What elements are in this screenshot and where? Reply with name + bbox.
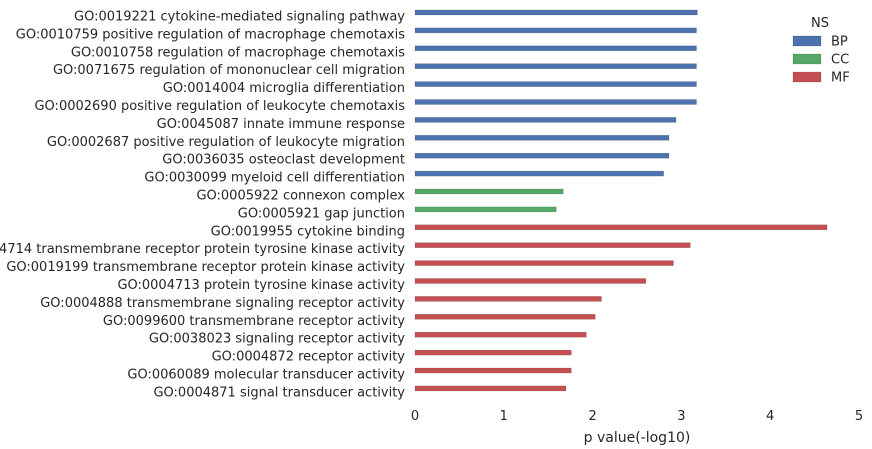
y-tick-label: GO:0004888 transmembrane signaling recep… bbox=[40, 296, 405, 311]
y-tick-label: GO:0010758 regulation of macrophage chem… bbox=[71, 45, 405, 60]
bar-mf bbox=[414, 331, 587, 338]
x-tick-label: 1 bbox=[500, 409, 508, 424]
x-tick-labels: 0 1 2 3 4 5 bbox=[411, 409, 863, 424]
y-tick-label: GO:0060089 molecular transducer activity bbox=[127, 368, 405, 383]
bar-mf bbox=[414, 224, 828, 231]
bar-bp bbox=[414, 99, 697, 105]
y-tick-label: GO:0010759 positive regulation of macrop… bbox=[16, 27, 405, 42]
x-tick-label: 2 bbox=[588, 409, 596, 424]
bar-mf bbox=[414, 314, 596, 320]
legend-label-bp: BP bbox=[831, 35, 848, 50]
bar-bp bbox=[414, 81, 697, 87]
y-tick-label: GO:0045087 innate immune response bbox=[157, 117, 405, 132]
bar-bp bbox=[414, 63, 697, 69]
x-tick-label: 5 bbox=[855, 409, 863, 424]
bar-cc bbox=[414, 206, 557, 213]
bar-bp bbox=[414, 9, 698, 16]
y-tick-label: GO:0004713 protein tyrosine kinase activ… bbox=[117, 278, 405, 293]
legend-swatch-cc bbox=[792, 53, 822, 65]
x-tick-label: 0 bbox=[411, 409, 419, 424]
bar-mf bbox=[414, 385, 567, 392]
y-tick-label: GO:0005921 gap junction bbox=[238, 206, 405, 221]
x-axis-label: p value(-log10) bbox=[584, 430, 691, 446]
bar-cc bbox=[414, 188, 564, 195]
legend-label-cc: CC bbox=[831, 53, 849, 68]
legend: NS BP CC MF bbox=[792, 16, 850, 86]
y-tick-label: GO:0004872 receptor activity bbox=[212, 350, 406, 365]
y-tick-label: GO:0071675 regulation of mononuclear cel… bbox=[53, 63, 405, 78]
y-tick-label: GO:0038023 signaling receptor activity bbox=[149, 332, 405, 347]
legend-swatch-mf bbox=[792, 71, 822, 83]
bar-bp bbox=[414, 117, 677, 123]
bar-mf bbox=[414, 260, 674, 266]
y-tick-label: GO:0014004 microglia differentiation bbox=[163, 81, 405, 96]
y-tick-label: GO:0019221 cytokine-mediated signaling p… bbox=[74, 10, 405, 25]
legend-title: NS bbox=[811, 16, 829, 31]
bar-bp bbox=[414, 27, 697, 34]
bar-mf bbox=[414, 367, 572, 374]
bar-mf bbox=[414, 278, 647, 284]
bar-mf bbox=[414, 242, 691, 248]
y-tick-label: GO:0019199 transmembrane receptor protei… bbox=[6, 260, 405, 275]
bar-mf bbox=[414, 296, 602, 302]
legend-label-mf: MF bbox=[831, 71, 850, 86]
y-tick-label: GO:0019955 cytokine binding bbox=[211, 224, 405, 239]
bar-bp bbox=[414, 45, 697, 52]
bar-bp bbox=[414, 170, 664, 177]
y-tick-labels: GO:0019221 cytokine-mediated signaling p… bbox=[0, 10, 405, 401]
legend-items: BP CC MF bbox=[792, 35, 850, 86]
legend-swatch-bp bbox=[792, 35, 822, 47]
bar-mf bbox=[414, 349, 572, 356]
y-tick-label: GO:0004714 transmembrane receptor protei… bbox=[0, 242, 405, 257]
bars-group bbox=[414, 9, 828, 392]
y-tick-label: GO:0002687 positive regulation of leukoc… bbox=[47, 135, 405, 150]
y-tick-label: GO:0036035 osteoclast development bbox=[162, 153, 405, 168]
x-tick-label: 4 bbox=[766, 409, 774, 424]
y-tick-label: GO:0002690 positive regulation of leukoc… bbox=[34, 99, 405, 114]
x-tick-label: 3 bbox=[677, 409, 685, 424]
bar-bp bbox=[414, 152, 670, 159]
y-tick-label: GO:0030099 myeloid cell differentiation bbox=[144, 171, 405, 186]
y-tick-label: GO:0099600 transmembrane receptor activi… bbox=[103, 314, 405, 329]
bar-bp bbox=[414, 135, 670, 141]
y-tick-label: GO:0005922 connexon complex bbox=[196, 189, 405, 204]
y-tick-label: GO:0004871 signal transducer activity bbox=[153, 385, 405, 400]
